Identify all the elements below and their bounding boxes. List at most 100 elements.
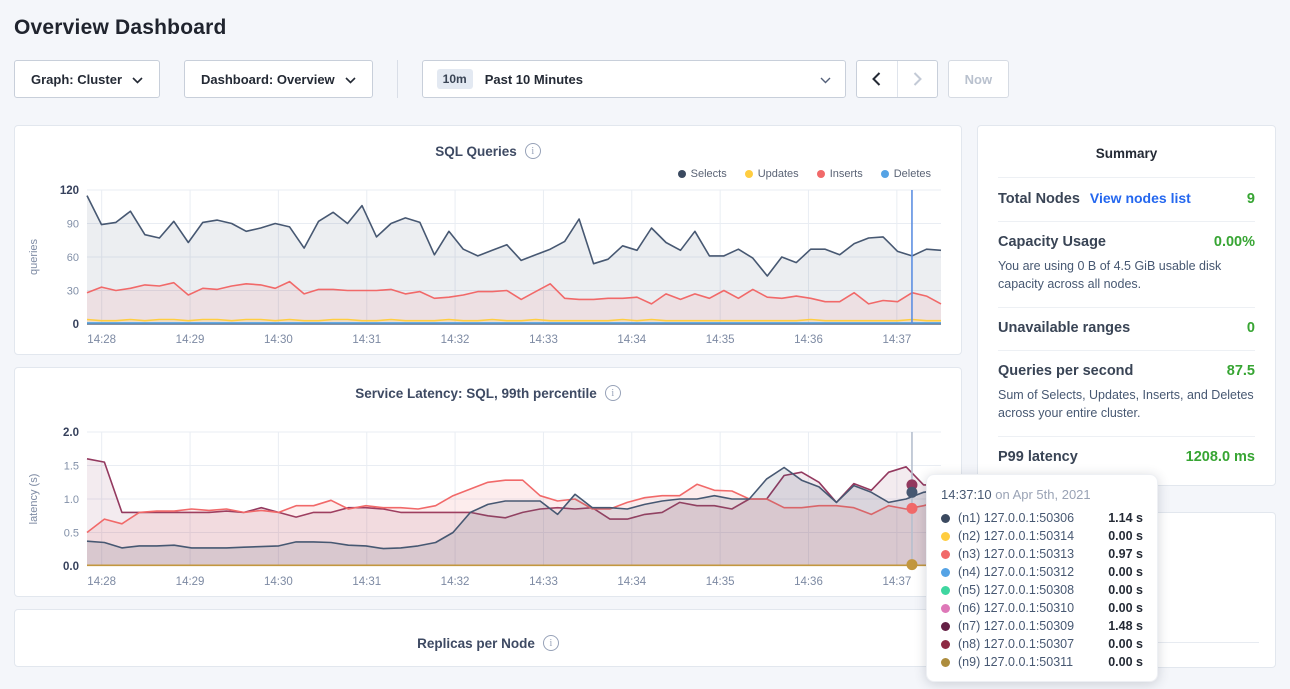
time-range-dropdown[interactable]: 10m Past 10 Minutes (422, 60, 846, 98)
node-dot-icon (941, 658, 950, 667)
svg-text:14:34: 14:34 (617, 576, 646, 588)
svg-text:14:33: 14:33 (529, 334, 558, 346)
selects-dot-icon (678, 170, 686, 178)
service-latency-chart[interactable]: 14:28 14:29 14:30 14:31 14:32 14:33 14:34 14:35… (23, 424, 955, 592)
time-nav-arrows (856, 60, 938, 98)
p99-latency-label: P99 latency (998, 449, 1078, 465)
now-button[interactable]: Now (948, 60, 1009, 98)
sql-queries-chart-card: SQL Queries Selects Updates Inserts (14, 125, 962, 355)
page-title: Overview Dashboard (14, 16, 1276, 40)
graph-scope-label: Graph: Cluster (31, 72, 122, 87)
svg-text:14:30: 14:30 (264, 576, 293, 588)
svg-text:0: 0 (73, 319, 79, 331)
svg-text:queries: queries (28, 238, 40, 275)
qps-value: 87.5 (1227, 363, 1255, 379)
svg-text:14:35: 14:35 (706, 576, 735, 588)
info-icon[interactable] (605, 385, 621, 401)
svg-text:14:37: 14:37 (882, 334, 911, 346)
svg-text:14:33: 14:33 (529, 576, 558, 588)
svg-text:14:28: 14:28 (87, 576, 116, 588)
svg-text:14:36: 14:36 (794, 334, 823, 346)
tooltip-timestamp: 14:37:10 on Apr 5th, 2021 (941, 487, 1143, 502)
now-button-label: Now (965, 72, 992, 87)
chevron-down-icon (132, 72, 143, 87)
info-icon[interactable] (543, 635, 559, 651)
legend-item-deletes[interactable]: Deletes (881, 166, 931, 182)
svg-text:1.5: 1.5 (64, 461, 79, 473)
node-dot-icon (941, 532, 950, 541)
svg-text:14:37: 14:37 (882, 576, 911, 588)
legend-item-selects[interactable]: Selects (678, 166, 727, 182)
node-dot-icon (941, 514, 950, 523)
legend-item-inserts[interactable]: Inserts (817, 166, 863, 182)
chevron-down-icon (345, 72, 356, 87)
overview-dashboard-page: Overview Dashboard Graph: Cluster Dashbo… (0, 0, 1290, 689)
svg-text:0.5: 0.5 (64, 528, 79, 540)
qps-label: Queries per second (998, 363, 1133, 379)
summary-panel: Summary Total Nodes View nodes list 9 Ca… (977, 125, 1276, 486)
dashboard-label: Dashboard: Overview (201, 72, 335, 87)
svg-text:14:34: 14:34 (617, 334, 646, 346)
svg-text:30: 30 (67, 286, 79, 298)
capacity-usage-value: 0.00% (1214, 234, 1255, 250)
legend-item-updates[interactable]: Updates (745, 166, 799, 182)
capacity-usage-label: Capacity Usage (998, 234, 1106, 250)
service-latency-chart-title: Service Latency: SQL, 99th percentile (355, 386, 597, 401)
view-nodes-list-link[interactable]: View nodes list (1090, 190, 1191, 206)
p99-latency-value: 1208.0 ms (1186, 449, 1255, 465)
tooltip-row-n6: (n6) 127.0.0.1:503100.00 s (941, 599, 1143, 617)
svg-text:14:36: 14:36 (794, 576, 823, 588)
tooltip-row-n7: (n7) 127.0.0.1:503091.48 s (941, 617, 1143, 635)
replicas-chart-title: Replicas per Node (417, 636, 535, 651)
time-range-badge: 10m (437, 69, 473, 89)
inserts-dot-icon (817, 170, 825, 178)
sql-queries-chart[interactable]: 14:2814:2914:3014:3114:3214:3314:3414:35… (23, 182, 955, 350)
qps-description: Sum of Selects, Updates, Inserts, and De… (998, 386, 1255, 422)
updates-dot-icon (745, 170, 753, 178)
tooltip-row-n2: (n2) 127.0.0.1:503140.00 s (941, 527, 1143, 545)
total-nodes-value: 9 (1247, 191, 1255, 207)
svg-text:14:28: 14:28 (87, 334, 116, 346)
tooltip-row-n8: (n8) 127.0.0.1:503070.00 s (941, 635, 1143, 653)
svg-text:2.0: 2.0 (63, 427, 79, 439)
tooltip-row-n5: (n5) 127.0.0.1:503080.00 s (941, 581, 1143, 599)
deletes-dot-icon (881, 170, 889, 178)
service-latency-chart-card: Service Latency: SQL, 99th percentile 14… (14, 367, 962, 597)
svg-text:14:29: 14:29 (176, 334, 205, 346)
summary-row-qps: Queries per second 87.5 Sum of Selects, … (998, 350, 1255, 436)
svg-text:14:31: 14:31 (352, 576, 381, 588)
svg-text:1.0: 1.0 (64, 494, 79, 506)
graph-scope-dropdown[interactable]: Graph: Cluster (14, 60, 160, 98)
time-range-label: Past 10 Minutes (485, 72, 820, 87)
latency-hover-tooltip: 14:37:10 on Apr 5th, 2021 (n1) 127.0.0.1… (926, 474, 1158, 682)
svg-text:14:35: 14:35 (706, 334, 735, 346)
node-dot-icon (941, 586, 950, 595)
svg-text:14:31: 14:31 (352, 334, 381, 346)
svg-text:0.0: 0.0 (63, 561, 79, 573)
summary-row-p99-latency: P99 latency 1208.0 ms (998, 436, 1255, 479)
svg-text:14:32: 14:32 (441, 576, 470, 588)
total-nodes-label: Total Nodes (998, 191, 1080, 207)
chevron-down-icon (820, 72, 831, 87)
node-dot-icon (941, 622, 950, 631)
info-icon[interactable] (525, 143, 541, 159)
controls-divider (397, 60, 398, 98)
svg-text:14:29: 14:29 (176, 576, 205, 588)
next-time-button[interactable] (897, 61, 937, 97)
svg-text:14:30: 14:30 (264, 334, 293, 346)
summary-title: Summary (998, 146, 1255, 161)
summary-row-capacity-usage: Capacity Usage 0.00% You are using 0 B o… (998, 221, 1255, 307)
node-dot-icon (941, 604, 950, 613)
tooltip-row-n4: (n4) 127.0.0.1:503120.00 s (941, 563, 1143, 581)
dashboard-dropdown[interactable]: Dashboard: Overview (184, 60, 373, 98)
tooltip-row-n1: (n1) 127.0.0.1:503061.14 s (941, 509, 1143, 527)
svg-text:60: 60 (67, 252, 79, 264)
sql-queries-legend: Selects Updates Inserts Deletes (23, 162, 953, 182)
prev-time-button[interactable] (857, 61, 897, 97)
svg-text:latency (s): latency (s) (28, 474, 40, 525)
node-dot-icon (941, 640, 950, 649)
summary-row-unavailable-ranges: Unavailable ranges 0 (998, 307, 1255, 350)
node-dot-icon (941, 550, 950, 559)
svg-text:120: 120 (60, 185, 79, 197)
tooltip-row-n9: (n9) 127.0.0.1:503110.00 s (941, 653, 1143, 671)
